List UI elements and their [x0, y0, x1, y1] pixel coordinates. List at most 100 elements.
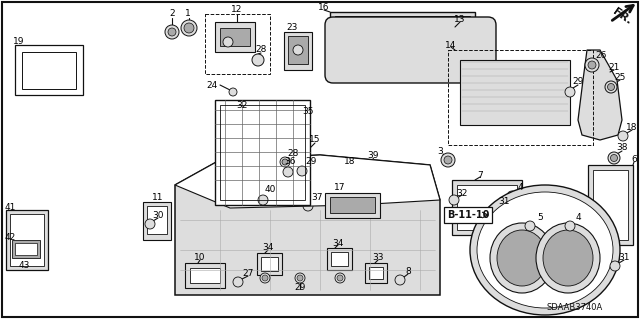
Text: 34: 34: [332, 239, 344, 248]
Ellipse shape: [233, 277, 243, 287]
Text: 28: 28: [255, 46, 267, 55]
Text: 7: 7: [477, 170, 483, 180]
Text: SDAAB3740A: SDAAB3740A: [547, 303, 603, 313]
Ellipse shape: [361, 161, 369, 169]
Text: B-11-10: B-11-10: [447, 210, 489, 220]
Ellipse shape: [283, 167, 293, 177]
Text: 8: 8: [405, 268, 411, 277]
Ellipse shape: [337, 275, 343, 281]
Bar: [205, 14, 270, 74]
Text: 42: 42: [4, 234, 15, 242]
Text: 43: 43: [19, 261, 29, 270]
Ellipse shape: [377, 161, 385, 169]
Text: 31: 31: [618, 254, 630, 263]
Ellipse shape: [259, 112, 265, 118]
Bar: [22, 52, 76, 89]
Ellipse shape: [395, 275, 405, 285]
Ellipse shape: [507, 191, 517, 201]
Text: 17: 17: [334, 183, 346, 192]
Text: FR.: FR.: [611, 6, 633, 26]
Polygon shape: [175, 155, 440, 208]
Ellipse shape: [543, 230, 593, 286]
Text: 15: 15: [309, 136, 321, 145]
Ellipse shape: [303, 201, 313, 211]
Ellipse shape: [168, 28, 176, 36]
Ellipse shape: [223, 37, 233, 47]
Bar: [448, 50, 593, 145]
Bar: [588, 165, 633, 245]
Ellipse shape: [565, 221, 575, 231]
Ellipse shape: [262, 275, 268, 281]
Text: 5: 5: [537, 213, 543, 222]
Ellipse shape: [605, 81, 617, 93]
Text: 11: 11: [152, 192, 164, 202]
Text: 12: 12: [231, 5, 243, 14]
Text: 39: 39: [367, 151, 379, 160]
Ellipse shape: [297, 166, 307, 176]
Ellipse shape: [497, 230, 547, 286]
Bar: [330, 197, 375, 213]
Ellipse shape: [490, 223, 554, 293]
Text: 4: 4: [517, 183, 523, 192]
Ellipse shape: [299, 119, 305, 125]
Bar: [215, 100, 310, 205]
Text: 13: 13: [454, 16, 466, 25]
Ellipse shape: [607, 84, 614, 91]
Text: 16: 16: [318, 4, 330, 12]
Ellipse shape: [585, 58, 599, 72]
Text: 35: 35: [302, 108, 314, 116]
Ellipse shape: [280, 157, 290, 167]
Ellipse shape: [378, 162, 383, 167]
Ellipse shape: [260, 273, 270, 283]
Polygon shape: [578, 50, 622, 140]
Ellipse shape: [525, 221, 535, 231]
Ellipse shape: [470, 185, 620, 315]
Ellipse shape: [335, 273, 345, 283]
Ellipse shape: [258, 195, 268, 205]
Text: 37: 37: [311, 194, 323, 203]
Ellipse shape: [618, 131, 628, 141]
Ellipse shape: [490, 205, 500, 215]
Text: 41: 41: [4, 204, 16, 212]
Text: 10: 10: [195, 254, 205, 263]
Ellipse shape: [355, 162, 360, 167]
Bar: [327, 248, 352, 270]
Text: 18: 18: [344, 158, 356, 167]
Ellipse shape: [282, 159, 288, 165]
Bar: [593, 170, 628, 240]
Bar: [284, 32, 312, 70]
Text: 38: 38: [616, 144, 628, 152]
Text: 29: 29: [294, 283, 306, 292]
Text: 32: 32: [237, 100, 248, 109]
Text: 34: 34: [262, 243, 274, 253]
Text: 27: 27: [243, 269, 253, 278]
Ellipse shape: [181, 20, 197, 36]
Ellipse shape: [165, 25, 179, 39]
Text: 18: 18: [627, 123, 637, 132]
Bar: [460, 60, 570, 125]
Bar: [257, 253, 282, 275]
Bar: [147, 206, 167, 234]
Ellipse shape: [449, 195, 459, 205]
Ellipse shape: [362, 162, 367, 167]
Bar: [369, 267, 383, 279]
Bar: [325, 193, 380, 218]
Text: 31: 31: [499, 197, 509, 206]
Text: 14: 14: [445, 41, 457, 49]
Text: 29: 29: [572, 78, 584, 86]
Text: 19: 19: [13, 38, 25, 47]
Bar: [215, 22, 255, 52]
Ellipse shape: [295, 273, 305, 283]
Ellipse shape: [369, 161, 377, 169]
Ellipse shape: [608, 152, 620, 164]
Bar: [331, 252, 348, 266]
Text: 36: 36: [285, 158, 296, 167]
Bar: [220, 28, 250, 46]
Ellipse shape: [444, 156, 452, 164]
Text: 25: 25: [614, 72, 626, 81]
Bar: [15, 45, 83, 95]
Ellipse shape: [588, 61, 596, 69]
Ellipse shape: [229, 88, 237, 96]
Bar: [143, 202, 171, 240]
Text: 4: 4: [575, 213, 581, 222]
